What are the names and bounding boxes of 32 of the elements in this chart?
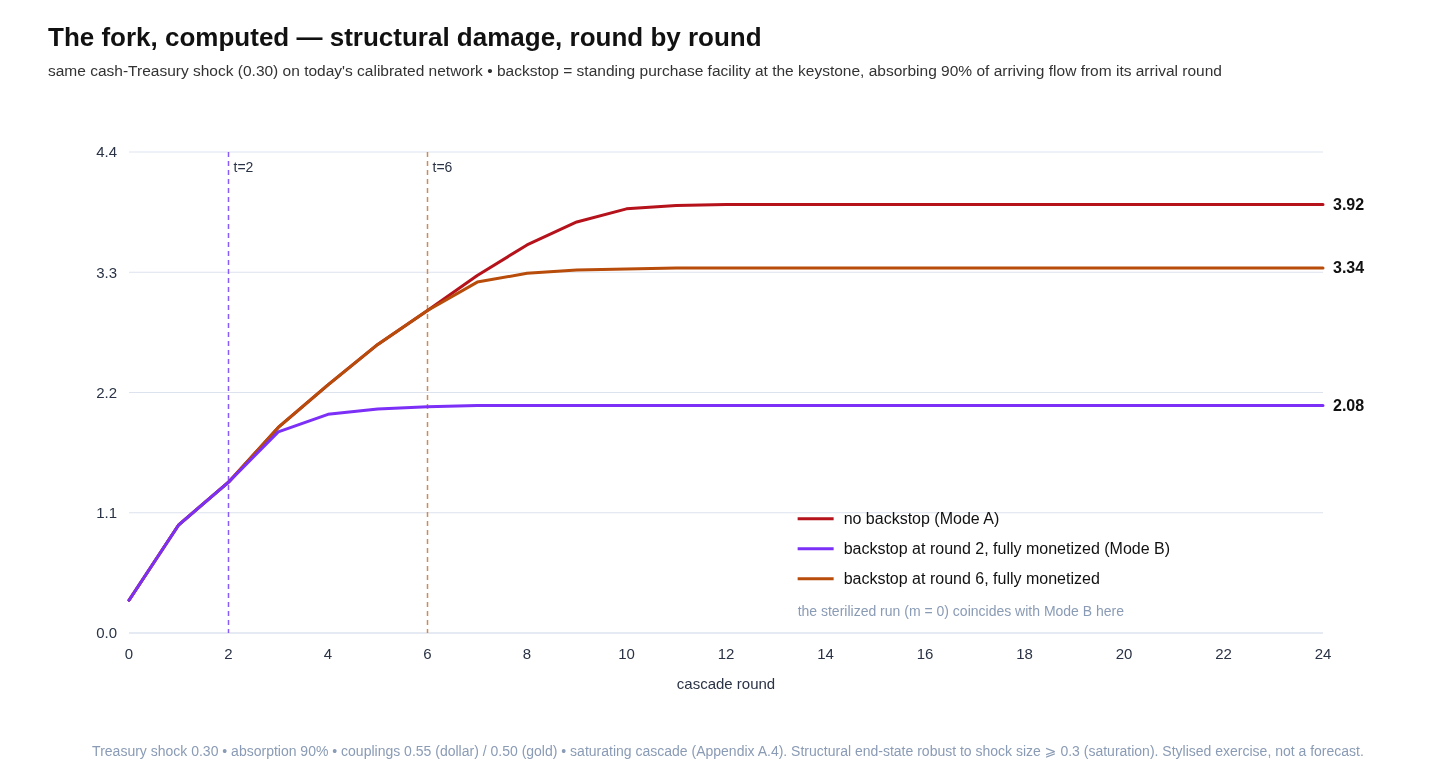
x-tick-label: 0 <box>124 645 134 662</box>
x-tick-label: 14 <box>817 645 834 662</box>
chart-subtitle: same cash-Treasury shock (0.30) on today's calibrated network • backstop = standing purchase facility at the keystone, absorbing 90% of arriving flow from its arrival round <box>48 62 1222 79</box>
y-tick-label: 1.1 <box>96 504 117 521</box>
x-tick-label: 10 <box>618 645 635 662</box>
data-label: 3.92 <box>1333 196 1365 214</box>
x-tick-label: 24 <box>1314 645 1332 662</box>
legend-label: backstop at round 6, fully monetized <box>843 570 1100 588</box>
y-tick-label: 4.4 <box>96 143 117 161</box>
x-tick-label: 16 <box>916 645 934 662</box>
x-tick-label: 22 <box>1215 645 1232 662</box>
text: Treasury shock 0.30 • absorption 90% • couplings 0.55 (dollar) / 0.50 (gold) • saturating cascade (Appendix A.4). Structural end-state robust to shock size ⩾ 0.3 (saturation). Stylised exercise, not a forecast. <box>92 743 1364 759</box>
x-tick-label: 6 <box>423 645 432 662</box>
line-series <box>127 404 1325 602</box>
y-tick-label: 3.3 <box>96 263 117 281</box>
legend-label: backstop at round 2, fully monetized (Mode B) <box>843 540 1171 558</box>
x-tick-label: 20 <box>1115 645 1133 662</box>
annotation: the sterilized run (m = 0) coincides with Mode B here <box>797 602 1125 619</box>
ref-line-label: t=2 <box>233 159 254 175</box>
x-tick-label: 12 <box>717 645 735 662</box>
y-tick-label: 2.2 <box>96 383 117 401</box>
data-label: 2.08 <box>1333 397 1365 415</box>
y-tick-label: 0.0 <box>96 624 117 642</box>
x-tick-label: 4 <box>323 645 333 662</box>
x-tick-label: 2 <box>224 645 233 662</box>
chart-title: The fork, computed — structural damage, round by round <box>48 22 762 52</box>
data-label: 3.34 <box>1333 259 1365 277</box>
x-tick-label: 8 <box>522 645 532 662</box>
legend-label: no backstop (Mode A) <box>843 510 1000 528</box>
x-tick-label: 18 <box>1016 645 1033 662</box>
ref-line-label: t=6 <box>432 159 453 175</box>
x-axis-title: cascade round <box>676 675 776 692</box>
